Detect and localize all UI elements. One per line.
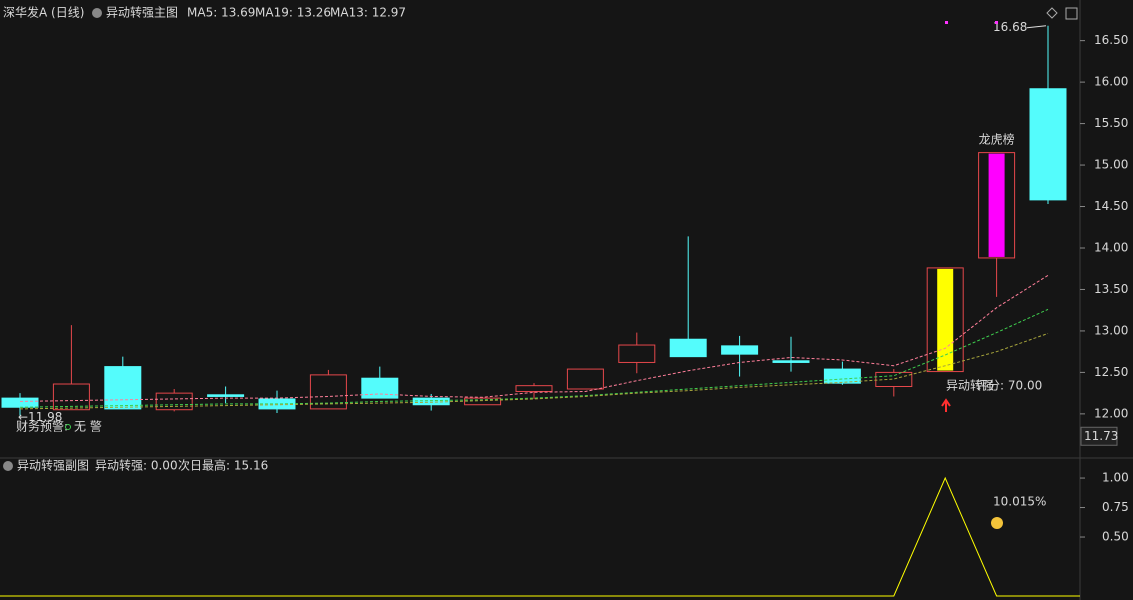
- candle-body: [772, 360, 810, 363]
- candle-body: [52, 383, 90, 411]
- y-tick-label: 16.50: [1094, 33, 1128, 47]
- board-label: 龙虎榜: [979, 132, 1015, 147]
- y-tick-label: 12.00: [1094, 406, 1128, 420]
- ma-line: [19, 308, 1049, 408]
- signal-arrow: [941, 398, 951, 412]
- ma-line: [19, 274, 1049, 402]
- last-price-box: [1080, 426, 1118, 446]
- candle-highlight: [937, 268, 954, 371]
- sub-legend: 次日最高: 15.16: [178, 458, 268, 473]
- candle-body: [361, 377, 399, 399]
- indicator-name: 异动转强主图: [106, 5, 178, 20]
- marker-dot: [995, 21, 998, 24]
- smiley: [991, 517, 1003, 529]
- ma-legend: MA13: 12.97: [330, 6, 406, 20]
- warning-label: 财务预警:: [16, 419, 68, 434]
- warning-status: 无 警: [74, 419, 102, 434]
- candle-body: [1029, 88, 1067, 201]
- sub-legend: 异动转强: 0.00: [95, 458, 178, 473]
- y-tick-label: 1.00: [1102, 471, 1129, 485]
- candle-body: [412, 397, 450, 406]
- candle-body: [1, 397, 39, 408]
- candle-body: [566, 368, 604, 390]
- stock-name: 深华发A (日线): [3, 5, 84, 20]
- high-arrow: [1026, 25, 1047, 29]
- warning-dot: [65, 424, 71, 430]
- y-tick-label: 12.50: [1094, 365, 1128, 379]
- signal-label: 异动转强: [946, 378, 994, 393]
- y-tick-label: 15.00: [1094, 158, 1128, 172]
- candle-highlight: [988, 153, 1005, 257]
- candle-body: [618, 344, 656, 363]
- y-tick-label: 14.00: [1094, 240, 1128, 254]
- y-tick-label: 13.00: [1094, 323, 1128, 337]
- candle-body: [823, 368, 861, 384]
- candle-body: [155, 392, 193, 411]
- candle-body: [515, 385, 553, 392]
- signal-line: [0, 476, 1080, 597]
- sub-title: 异动转强副图: [17, 458, 89, 473]
- candle-body: [669, 338, 707, 358]
- candle-body: [464, 397, 502, 406]
- candle-body: [104, 366, 142, 410]
- last-price-label: 11.73: [1084, 429, 1118, 443]
- y-tick-label: 16.00: [1094, 75, 1128, 89]
- y-tick-label: 13.50: [1094, 282, 1128, 296]
- settings-icon[interactable]: [1046, 7, 1058, 19]
- y-tick-label: 14.50: [1094, 199, 1128, 213]
- indicator-icon[interactable]: [92, 8, 102, 18]
- high-label: 16.68: [993, 20, 1027, 34]
- sub-icon[interactable]: [3, 461, 13, 471]
- low-label: ←11.98: [18, 410, 62, 424]
- ma-legend: MA5: 13.69: [187, 6, 255, 20]
- ma-legend: MA19: 13.26: [255, 6, 331, 20]
- y-tick-label: 0.50: [1102, 530, 1129, 544]
- score-label: 评分: 70.00: [976, 379, 1042, 393]
- window-icon[interactable]: [1065, 7, 1078, 20]
- ma-line: [19, 332, 1049, 410]
- marker-dot: [945, 21, 948, 24]
- sub-annotation: 10.015%: [993, 495, 1046, 509]
- y-tick-label: 0.75: [1102, 500, 1129, 514]
- candle-body: [721, 345, 759, 355]
- y-tick-label: 15.50: [1094, 116, 1128, 130]
- candle-body: [207, 394, 245, 397]
